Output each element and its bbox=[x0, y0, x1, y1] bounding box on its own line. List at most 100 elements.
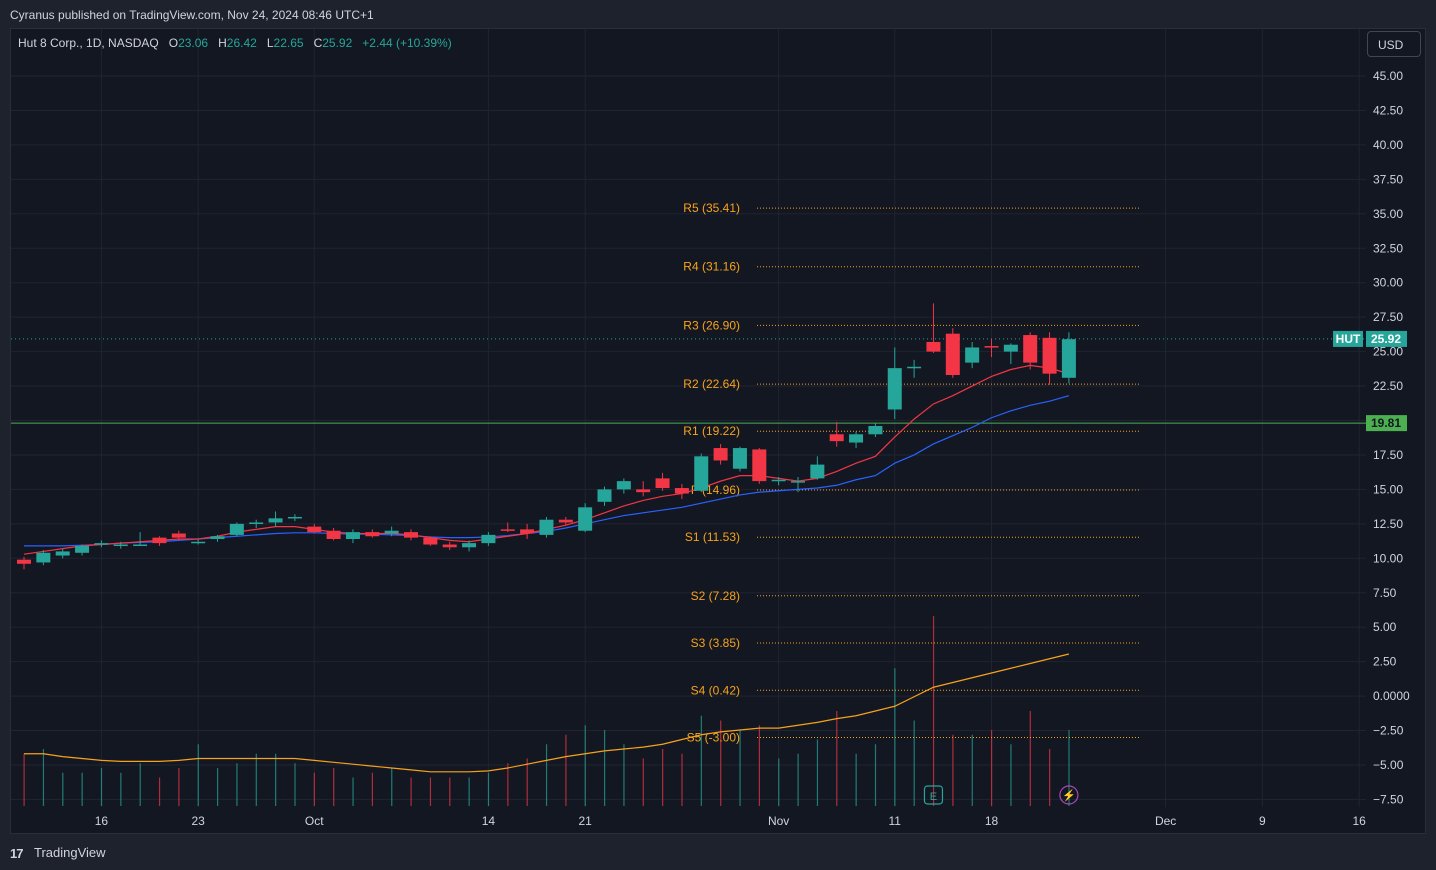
chart-frame[interactable] bbox=[10, 28, 1426, 834]
symbol-tag bbox=[1333, 330, 1363, 347]
volume-bar bbox=[1029, 711, 1031, 806]
candle-body[interactable] bbox=[326, 530, 341, 540]
candle-body[interactable] bbox=[462, 543, 477, 548]
volume-bar bbox=[526, 758, 528, 806]
candle-body[interactable] bbox=[1061, 339, 1076, 378]
candle-body[interactable] bbox=[887, 368, 902, 410]
candle-body[interactable] bbox=[829, 434, 844, 442]
candle-body[interactable] bbox=[1023, 335, 1038, 363]
tradingview-logo-icon[interactable]: 17 bbox=[10, 846, 24, 861]
volume-bar bbox=[991, 730, 993, 806]
candle-body[interactable] bbox=[268, 518, 283, 523]
earnings-marker-icon[interactable] bbox=[923, 785, 944, 805]
candle-body[interactable] bbox=[791, 481, 805, 483]
volume-bar bbox=[333, 768, 335, 806]
candle-body[interactable] bbox=[732, 448, 747, 469]
volume-bar bbox=[487, 772, 490, 806]
volume-bar bbox=[932, 616, 935, 806]
earnings-marker-label: E bbox=[930, 791, 937, 803]
candle-body[interactable] bbox=[113, 544, 128, 547]
candle-body[interactable] bbox=[287, 516, 302, 519]
candle-body[interactable] bbox=[500, 529, 515, 531]
candle-body[interactable] bbox=[481, 534, 496, 544]
candle-body[interactable] bbox=[229, 523, 244, 535]
candle-body[interactable] bbox=[55, 551, 70, 556]
legend-change: +2.44 (+10.39%) bbox=[362, 36, 452, 50]
candle-body[interactable] bbox=[578, 507, 593, 531]
candle-body[interactable] bbox=[345, 532, 360, 540]
volume-bar bbox=[642, 758, 644, 806]
candle-body[interactable] bbox=[597, 489, 612, 502]
candle-body[interactable] bbox=[713, 448, 728, 461]
volume-bar bbox=[971, 734, 973, 806]
x-tick-label: 14 bbox=[482, 814, 496, 828]
x-tick-label: Dec bbox=[1155, 814, 1176, 828]
candle-body[interactable] bbox=[616, 481, 631, 490]
brand-name[interactable]: TradingView bbox=[34, 845, 106, 860]
y-tick-label: −2.50 bbox=[1373, 724, 1404, 738]
pivot-label: S1 (11.53) bbox=[685, 530, 740, 544]
volume-bar bbox=[371, 772, 373, 806]
x-tick-label: 16 bbox=[95, 814, 109, 828]
y-tick-label: 27.50 bbox=[1373, 310, 1403, 324]
candle-body[interactable] bbox=[849, 434, 864, 443]
candle-body[interactable] bbox=[365, 532, 380, 537]
volume-bar bbox=[100, 768, 103, 806]
volume-bar bbox=[662, 749, 664, 806]
candle-body[interactable] bbox=[945, 333, 960, 376]
candle-body[interactable] bbox=[1003, 344, 1018, 352]
volume-bar bbox=[778, 758, 780, 806]
candle-body[interactable] bbox=[907, 366, 922, 369]
dividend-marker-icon[interactable] bbox=[1059, 785, 1079, 805]
symbol-legend: Hut 8 Corp., 1D, NASDAQ O23.06 H26.42 L2… bbox=[18, 36, 452, 50]
candle-body[interactable] bbox=[75, 545, 90, 553]
candle-body[interactable] bbox=[307, 526, 322, 533]
candle-body[interactable] bbox=[965, 347, 980, 363]
candle-body[interactable] bbox=[442, 544, 457, 548]
y-tick-label: 42.50 bbox=[1373, 103, 1403, 117]
candle-body[interactable] bbox=[674, 488, 689, 494]
candle-body[interactable] bbox=[810, 464, 825, 479]
candle-body[interactable] bbox=[984, 346, 999, 348]
volume-bar bbox=[197, 744, 199, 806]
candle-body[interactable] bbox=[17, 559, 31, 564]
candle-body[interactable] bbox=[771, 479, 786, 482]
candle-body[interactable] bbox=[655, 478, 670, 489]
candle-body[interactable] bbox=[926, 341, 941, 352]
candle-body[interactable] bbox=[558, 519, 573, 523]
volume-bar bbox=[507, 763, 509, 806]
candle-body[interactable] bbox=[694, 456, 709, 491]
candle-body[interactable] bbox=[520, 529, 535, 534]
y-tick-label: 22.50 bbox=[1373, 379, 1403, 393]
candle-body[interactable] bbox=[423, 537, 438, 545]
candle-body[interactable] bbox=[191, 541, 206, 544]
volume-bar bbox=[874, 744, 877, 806]
support-price-label: 19.81 bbox=[1371, 416, 1401, 430]
candle-body[interactable] bbox=[636, 489, 651, 493]
volume-bar bbox=[275, 753, 277, 806]
candle-body[interactable] bbox=[210, 536, 225, 540]
volume-bar bbox=[23, 753, 25, 806]
y-tick-label: 12.50 bbox=[1373, 517, 1403, 531]
candle-body[interactable] bbox=[249, 522, 264, 524]
currency-selector[interactable]: USD bbox=[1367, 31, 1421, 57]
candle-body[interactable] bbox=[36, 552, 51, 563]
candle-body[interactable] bbox=[133, 544, 148, 547]
volume-bar bbox=[565, 734, 567, 806]
volume-bar bbox=[894, 668, 896, 806]
candle-body[interactable] bbox=[171, 533, 186, 538]
candle-body[interactable] bbox=[384, 530, 399, 534]
x-tick-label: 16 bbox=[1352, 814, 1366, 828]
x-tick-label: 18 bbox=[985, 814, 999, 828]
candle-body[interactable] bbox=[539, 519, 554, 535]
pivot-label: S2 (7.28) bbox=[691, 589, 740, 603]
candle-body[interactable] bbox=[1042, 337, 1057, 374]
candle-body[interactable] bbox=[94, 543, 109, 545]
candle-body[interactable] bbox=[868, 426, 883, 435]
candle-body[interactable] bbox=[752, 449, 767, 482]
candle-body[interactable] bbox=[404, 532, 418, 538]
volume-bar bbox=[545, 744, 548, 806]
candle-body[interactable] bbox=[152, 537, 167, 544]
y-tick-label: 15.00 bbox=[1373, 482, 1403, 496]
